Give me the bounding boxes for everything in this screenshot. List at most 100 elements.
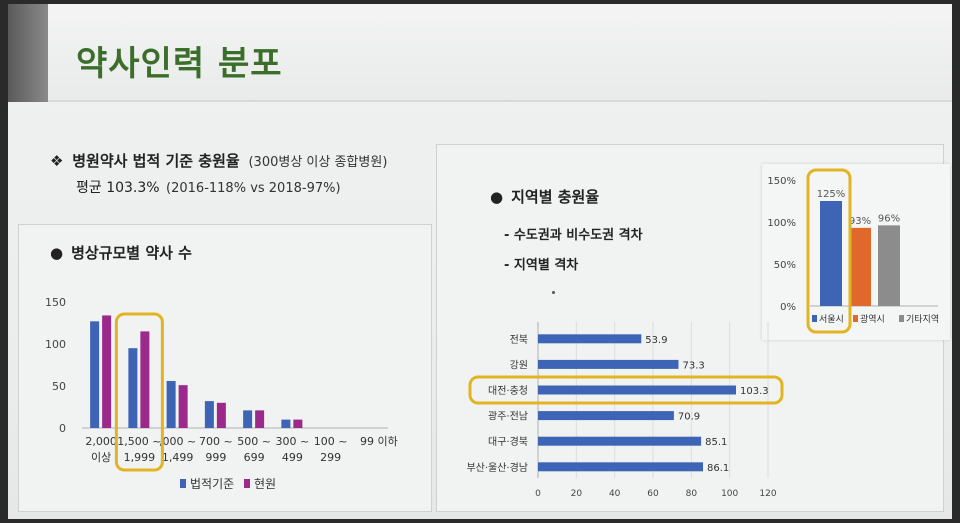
left-panel-title-text: 병상규모별 약사 수 bbox=[71, 244, 192, 262]
bar-current-staff bbox=[293, 419, 303, 428]
legend-swatch-legal bbox=[180, 479, 186, 488]
category-label: 광주·전남 bbox=[488, 411, 528, 423]
data-label: 93% bbox=[849, 216, 871, 227]
subline: 평균 103.3% (2016-118% vs 2018-97%) bbox=[76, 177, 341, 197]
bar-region-rate bbox=[878, 225, 900, 306]
data-label: 96% bbox=[878, 213, 900, 224]
category-label: 강원 bbox=[510, 359, 528, 371]
bar-legal-standard bbox=[243, 410, 253, 428]
bar-legal-standard bbox=[204, 401, 214, 428]
bar-current-staff bbox=[255, 410, 265, 428]
left-panel bbox=[18, 224, 432, 512]
x-tick-label: 0 bbox=[535, 489, 541, 499]
bar-current-staff bbox=[178, 385, 188, 428]
bar-legal-standard bbox=[90, 321, 100, 428]
right-panel-bullet: ● bbox=[490, 188, 504, 206]
bar-legal-standard bbox=[166, 380, 176, 428]
x-tick-label: 120 bbox=[759, 489, 776, 499]
x-tick-label: 이상 bbox=[91, 451, 111, 464]
bar-current-staff bbox=[216, 402, 226, 428]
bar-fill-rate bbox=[538, 436, 702, 446]
category-label: 부산·울산·경남 bbox=[466, 461, 528, 474]
data-label: 73.3 bbox=[682, 360, 704, 371]
highlight-box bbox=[468, 375, 784, 405]
average-rate: 평균 103.3% bbox=[76, 180, 160, 196]
data-label: 70.9 bbox=[678, 412, 700, 423]
left-panel-bullet: ● bbox=[50, 244, 64, 262]
headline-main: 병원약사 법적 기준 충원율 bbox=[72, 152, 240, 170]
right-item-1: - 수도권과 비수도권 격차 bbox=[504, 228, 643, 243]
x-tick-label: 60 bbox=[647, 489, 659, 499]
right-panel-title-text: 지역별 충원율 bbox=[511, 188, 600, 206]
title-band bbox=[8, 4, 952, 102]
x-tick-label: 700 ~ bbox=[199, 435, 233, 448]
bar-fill-rate bbox=[538, 462, 704, 472]
y-tick-label: 0 bbox=[59, 422, 66, 435]
bar-fill-rate bbox=[538, 411, 674, 421]
y-tick-label: 150 bbox=[45, 296, 66, 309]
highlight-box bbox=[114, 312, 164, 472]
legend-label: 광역시 bbox=[860, 313, 885, 325]
x-tick-label: 299 bbox=[320, 451, 341, 464]
x-tick-label: 1,499 bbox=[162, 451, 194, 464]
legend-label-legal: 법적기준 bbox=[190, 477, 234, 491]
x-tick-label: 80 bbox=[686, 489, 698, 499]
x-tick-label: 40 bbox=[609, 489, 621, 499]
decorative-dot bbox=[552, 291, 555, 294]
legend-swatch-current bbox=[244, 479, 250, 488]
legend-swatch bbox=[853, 315, 858, 322]
y-tick-label: 50 bbox=[52, 380, 66, 393]
bar-fill-rate bbox=[538, 359, 679, 369]
x-tick-label: 500 ~ bbox=[237, 435, 271, 448]
bar-legal-standard bbox=[128, 348, 138, 428]
bar-region-rate bbox=[849, 227, 871, 306]
legend-swatch bbox=[899, 315, 904, 322]
title-accent bbox=[8, 4, 48, 102]
y-tick-label: 100% bbox=[767, 218, 796, 229]
bar-fill-rate bbox=[538, 334, 642, 344]
right-panel-title: ● 지역별 충원율 bbox=[490, 186, 599, 207]
y-tick-label: 150% bbox=[767, 176, 796, 187]
data-label: 103.3 bbox=[740, 386, 769, 397]
y-tick-label: 0% bbox=[780, 302, 796, 313]
x-tick-label: 699 bbox=[244, 451, 265, 464]
x-tick-label: ,000 ~ bbox=[159, 435, 196, 448]
x-tick-label: 100 bbox=[721, 489, 738, 499]
legend-label: 기타지역 bbox=[906, 314, 939, 325]
x-tick-label: 2,000 bbox=[85, 435, 117, 448]
y-tick-label: 100 bbox=[45, 338, 66, 351]
x-tick-label: 99 이하 bbox=[360, 434, 398, 448]
bar-fill-rate bbox=[538, 385, 736, 395]
bar-current-staff bbox=[140, 331, 150, 428]
x-tick-label: 300 ~ bbox=[276, 435, 310, 448]
right-item-2: - 지역별 격차 bbox=[504, 258, 579, 273]
data-label: 53.9 bbox=[645, 335, 667, 346]
category-label: 전북 bbox=[510, 334, 528, 346]
x-tick-label: 100 ~ bbox=[314, 435, 348, 448]
headline: ❖ 병원약사 법적 기준 충원율 (300병상 이상 종합병원) bbox=[50, 150, 387, 171]
page-title: 약사인력 분포 bbox=[76, 44, 283, 84]
x-tick-label: 1,500 ~ bbox=[117, 435, 161, 448]
x-tick-label: 1,999 bbox=[124, 451, 156, 464]
x-tick-label: 20 bbox=[571, 489, 583, 499]
bar-legal-standard bbox=[281, 419, 291, 428]
rate-comparison: (2016-118% vs 2018-97%) bbox=[166, 181, 341, 196]
data-label: 86.1 bbox=[707, 463, 729, 474]
legend-label-current: 현원 bbox=[254, 477, 276, 491]
category-label: 대전·충청 bbox=[488, 385, 528, 397]
y-tick-label: 50% bbox=[774, 260, 796, 271]
legend-label: 서울시 bbox=[819, 314, 844, 325]
x-tick-label: 499 bbox=[282, 451, 303, 464]
headline-bullet: ❖ bbox=[50, 152, 64, 170]
left-panel-title: ● 병상규모별 약사 수 bbox=[50, 242, 192, 263]
data-label: 125% bbox=[817, 189, 846, 200]
legend-swatch bbox=[812, 315, 817, 322]
bar-current-staff bbox=[102, 315, 112, 428]
data-label: 85.1 bbox=[705, 437, 727, 448]
bar-region-rate bbox=[820, 201, 842, 306]
highlight-box bbox=[806, 168, 852, 334]
x-tick-label: 999 bbox=[205, 451, 226, 464]
headline-sub: (300병상 이상 종합병원) bbox=[248, 155, 388, 170]
category-label: 대구·경북 bbox=[488, 435, 528, 448]
